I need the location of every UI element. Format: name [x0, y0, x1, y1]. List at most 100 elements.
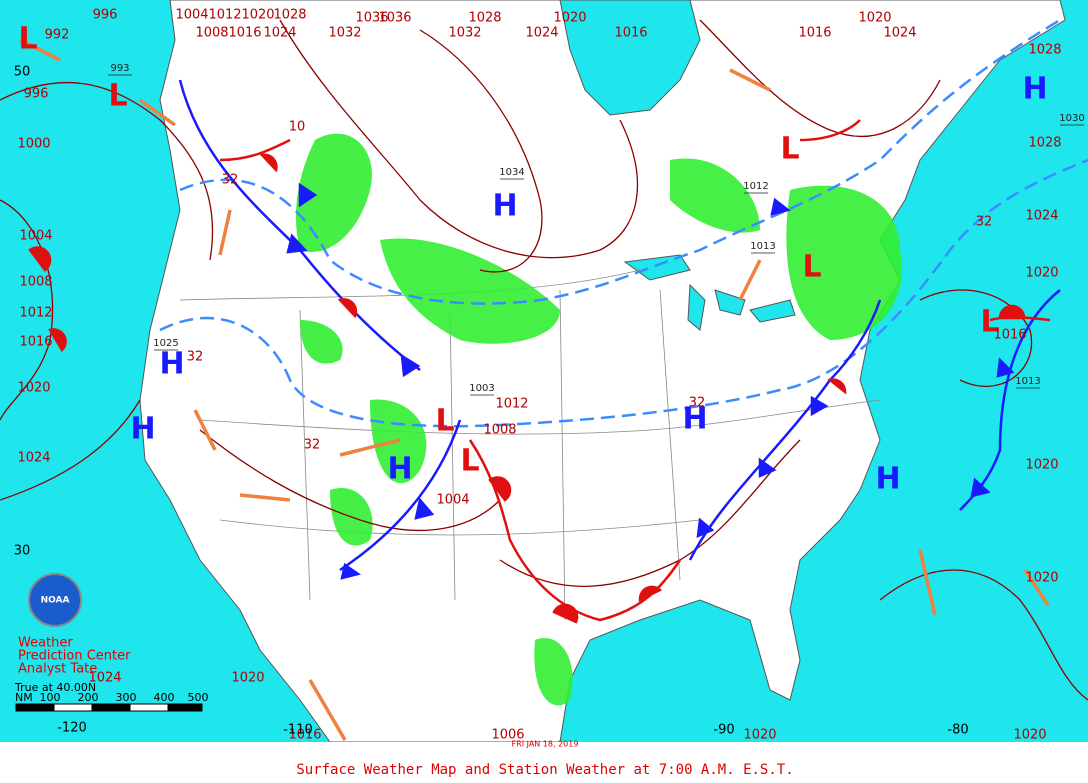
scale-tick-label: 200: [78, 691, 99, 704]
boxed-pressure-label: 1034: [499, 167, 524, 178]
isobar-label: 1006: [491, 728, 524, 743]
isobar-label: 1024: [525, 26, 558, 41]
high-center: H: [682, 402, 707, 437]
isobar-label: 1004: [436, 493, 469, 508]
isobar-label: 1008: [483, 423, 516, 438]
boxed-pressure-label: 1025: [153, 338, 178, 349]
latitude-label: 50: [14, 65, 31, 80]
latitude-label: 30: [14, 544, 31, 559]
projection-note: True at 40.00N: [14, 681, 96, 694]
boxed-pressure-label: 1003: [469, 383, 494, 394]
low-center: L: [435, 404, 454, 439]
thickness-label: 32: [222, 173, 239, 188]
isobar-label: 1028: [1028, 136, 1061, 151]
low-center: L: [18, 22, 37, 57]
boxed-pressure-label: 1012: [743, 181, 768, 192]
isobar-label: 1032: [328, 26, 361, 41]
isobar-label: 1036: [355, 11, 388, 26]
isobar-label: 1028: [1028, 43, 1061, 58]
isobar-label: 996: [93, 8, 118, 23]
isobar-label: 1020: [743, 728, 776, 743]
isobar-label: 1028: [273, 8, 306, 23]
high-center: H: [1022, 72, 1047, 107]
great-lakes: [623, 254, 796, 331]
high-center: H: [387, 452, 412, 487]
isobar-label: 1020: [858, 11, 891, 26]
hudson-bay: [559, 0, 701, 116]
isobar-label: 1032: [448, 26, 481, 41]
isobar-label: 1016: [993, 328, 1026, 343]
caption: Surface Weather Map and Station Weather …: [296, 762, 793, 778]
isobar-label: 1020: [241, 8, 274, 23]
isobar-label: 1008: [195, 26, 228, 41]
isobar-label: 1020: [17, 381, 50, 396]
scale-tick-label: 300: [116, 691, 137, 704]
low-center: L: [460, 444, 479, 479]
longitude-label: -110: [283, 723, 313, 738]
scale-unit: NM: [15, 691, 33, 704]
logo-text: NOAA: [41, 596, 70, 606]
isobar-label: 1028: [468, 11, 501, 26]
date: FRI JAN 18, 2019: [512, 740, 579, 749]
isobar-label: 1024: [17, 451, 50, 466]
boxed-pressure-label: 1013: [750, 241, 775, 252]
isobar-label: 1020: [231, 671, 264, 686]
isobar-label: 1012: [495, 397, 528, 412]
isobar-label: 1016: [614, 26, 647, 41]
low-center: L: [108, 79, 127, 114]
isobar-label: 1024: [88, 671, 121, 686]
isobar-label: 996: [24, 87, 49, 102]
isobar-label: 1016: [798, 26, 831, 41]
isobar-label: 1008: [19, 275, 52, 290]
scale-tick-label: 100: [40, 691, 61, 704]
isobar-label: 1000: [17, 137, 50, 152]
credit-line: Prediction Center: [18, 649, 131, 664]
credit-line: Analyst Tate: [18, 662, 97, 677]
credit-line: Weather: [18, 636, 73, 651]
isobar-label: 1016: [228, 26, 261, 41]
footer-bg: [0, 742, 1088, 783]
boxed-pressure-label: 1013: [1015, 376, 1040, 387]
isobar-label: 1020: [1013, 728, 1046, 743]
isobar-label: 992: [45, 28, 70, 43]
isobar-label: 1004: [175, 8, 208, 23]
boxed-pressure-label: 993: [110, 63, 129, 74]
scale-bar: [15, 703, 203, 712]
high-center: H: [130, 412, 155, 447]
isobar-label: 1024: [263, 26, 296, 41]
high-center: H: [492, 189, 517, 224]
isobar-label: 1024: [1025, 209, 1058, 224]
thickness-lines: [159, 18, 1088, 428]
isobar-label: 1020: [1025, 571, 1058, 586]
isobar-label: 1012: [19, 306, 52, 321]
isobar-label: 1020: [1025, 458, 1058, 473]
thickness-label: 32: [689, 396, 706, 411]
low-center: L: [980, 305, 999, 340]
isobar-label: 1016: [288, 728, 321, 743]
boxed-pressure-label: 1030: [1059, 113, 1084, 124]
high-center: H: [159, 347, 184, 382]
warm-fronts: [28, 119, 1051, 624]
thickness-label: 32: [304, 438, 321, 453]
scale-tick-label: 400: [154, 691, 175, 704]
thickness-label: 10: [289, 120, 306, 135]
isobars: [0, 19, 1088, 701]
isobar-label: 1020: [553, 11, 586, 26]
isobar-label: 1012: [208, 8, 241, 23]
isobar-label: 1016: [19, 335, 52, 350]
isobar-label: 1036: [378, 11, 411, 26]
isobar-label: 1020: [1025, 266, 1058, 281]
logo: [28, 573, 82, 627]
low-center: L: [802, 250, 821, 285]
scale-tick-label: 500: [188, 691, 209, 704]
longitude-label: -120: [57, 721, 87, 736]
cold-fronts: [178, 79, 1061, 580]
borders: [179, 269, 881, 621]
troughs: [19, 38, 1050, 741]
isobar-label: 1024: [883, 26, 916, 41]
low-center: L: [780, 132, 799, 167]
isobar-label: 1004: [19, 229, 52, 244]
thickness-label: 32: [976, 215, 993, 230]
